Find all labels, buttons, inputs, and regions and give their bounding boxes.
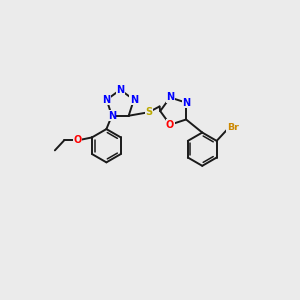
Text: O: O — [74, 135, 82, 146]
Text: N: N — [130, 95, 138, 105]
Text: N: N — [116, 85, 124, 95]
Text: Br: Br — [227, 123, 239, 132]
Text: S: S — [145, 107, 152, 117]
Text: N: N — [108, 111, 116, 121]
Text: N: N — [182, 98, 190, 108]
Text: N: N — [166, 92, 174, 103]
Text: N: N — [103, 95, 111, 105]
Text: O: O — [166, 120, 174, 130]
